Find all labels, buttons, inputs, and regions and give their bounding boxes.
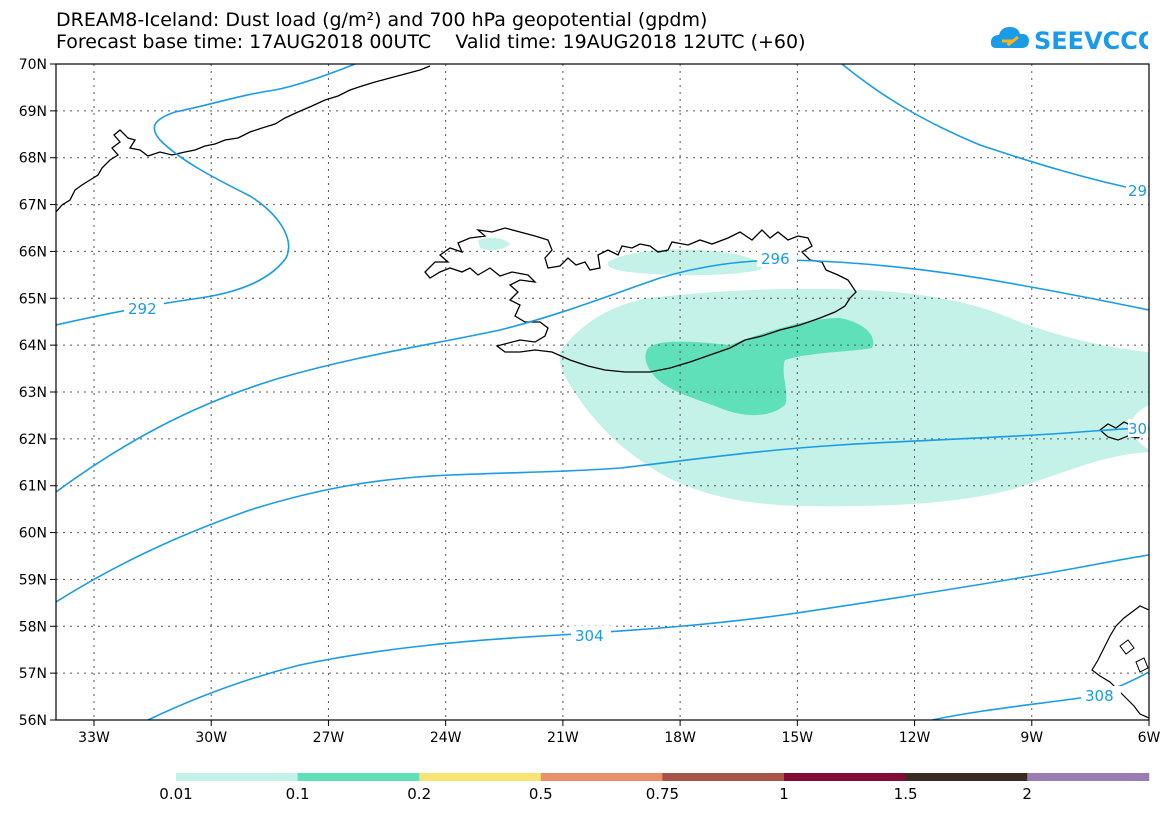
greenland-coastline bbox=[56, 65, 431, 213]
colorbar-swatch bbox=[784, 773, 907, 781]
lat-label: 65N bbox=[19, 291, 47, 307]
lon-label: 30W bbox=[195, 730, 227, 746]
logo-text: SEEVCCC bbox=[1034, 27, 1148, 55]
colorbar-swatch bbox=[419, 773, 542, 781]
contour-296 bbox=[56, 259, 1149, 493]
contour-label-292: 292 bbox=[128, 300, 157, 318]
lon-label: 15W bbox=[781, 730, 813, 746]
colorbar-label: 0.75 bbox=[645, 785, 680, 803]
dust-area-mid bbox=[645, 318, 874, 416]
iceland-coastline bbox=[424, 227, 857, 373]
colorbar-swatch bbox=[176, 773, 299, 781]
contour-label-300: 300 bbox=[1128, 420, 1157, 438]
contour-292-west bbox=[56, 64, 356, 326]
lat-label: 63N bbox=[19, 385, 47, 401]
colorbar-label: 1.5 bbox=[893, 785, 918, 803]
colorbar-label: 2 bbox=[1022, 785, 1032, 803]
contour-300 bbox=[56, 427, 1149, 603]
contour-label-292-east: 292 bbox=[1128, 182, 1157, 200]
title-line-2: Forecast base time: 17AUG2018 00UTC Vali… bbox=[56, 31, 806, 53]
colorbar bbox=[176, 773, 1150, 781]
lat-label: 64N bbox=[19, 338, 47, 354]
contour-308 bbox=[931, 671, 1149, 720]
lat-label: 60N bbox=[19, 526, 47, 542]
lon-label: 6W bbox=[1138, 730, 1161, 746]
contour-label-304: 304 bbox=[575, 627, 604, 645]
colorbar-swatch bbox=[297, 773, 420, 781]
contour-304 bbox=[147, 554, 1149, 720]
contour-label-296: 296 bbox=[761, 250, 790, 268]
lon-label: 27W bbox=[313, 730, 345, 746]
lat-label: 66N bbox=[19, 244, 47, 260]
lat-label: 67N bbox=[19, 198, 47, 214]
lat-label: 56N bbox=[19, 713, 47, 729]
dust-area-light-north bbox=[607, 249, 762, 276]
lat-label: 59N bbox=[19, 572, 47, 588]
seevccc-logo: SEEVCCC bbox=[990, 27, 1148, 55]
lat-label: 58N bbox=[19, 619, 47, 635]
contour-292-east bbox=[841, 64, 1149, 193]
lat-label: 57N bbox=[19, 666, 47, 682]
title-line-1: DREAM8-Iceland: Dust load (g/m²) and 700… bbox=[56, 9, 708, 31]
colorbar-label: 0.1 bbox=[285, 785, 310, 803]
contour-label-308: 308 bbox=[1085, 687, 1114, 705]
lon-label: 24W bbox=[430, 730, 462, 746]
dust-area-light-westfjords bbox=[478, 237, 510, 251]
colorbar-label: 0.5 bbox=[528, 785, 553, 803]
lat-label: 62N bbox=[19, 432, 47, 448]
lon-label: 18W bbox=[664, 730, 696, 746]
scotland-coastline bbox=[1091, 605, 1149, 719]
colorbar-label: 0.2 bbox=[407, 785, 432, 803]
colorbar-swatch bbox=[662, 773, 785, 781]
cloud-icon bbox=[990, 27, 1029, 48]
lat-label: 69N bbox=[19, 104, 47, 120]
lat-label: 61N bbox=[19, 479, 47, 495]
lon-label: 12W bbox=[899, 730, 931, 746]
lat-label: 70N bbox=[19, 57, 47, 73]
lat-label: 68N bbox=[19, 151, 47, 167]
lon-label: 21W bbox=[547, 730, 579, 746]
contour-labels: 292 296 300 304 308 292 bbox=[124, 181, 1157, 705]
lon-label: 33W bbox=[78, 730, 110, 746]
colorbar-label: 1 bbox=[779, 785, 789, 803]
colorbar-swatch bbox=[1027, 773, 1150, 781]
colorbar-swatch bbox=[905, 773, 1028, 781]
colorbar-label: 0.01 bbox=[159, 785, 193, 803]
lon-label: 9W bbox=[1020, 730, 1043, 746]
colorbar-swatch bbox=[540, 773, 663, 781]
